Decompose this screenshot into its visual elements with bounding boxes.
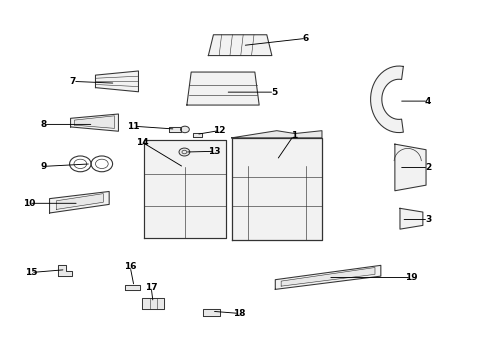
Text: 8: 8 <box>41 120 47 129</box>
Polygon shape <box>58 265 72 276</box>
Polygon shape <box>203 309 220 316</box>
Text: 17: 17 <box>145 283 157 292</box>
Text: 4: 4 <box>425 96 431 105</box>
Text: 7: 7 <box>70 77 76 86</box>
Polygon shape <box>370 66 403 132</box>
Text: 3: 3 <box>425 215 431 224</box>
Text: 13: 13 <box>208 147 221 156</box>
Text: 15: 15 <box>24 268 37 277</box>
Polygon shape <box>143 298 164 309</box>
Polygon shape <box>187 72 259 105</box>
Circle shape <box>180 126 189 133</box>
Text: 6: 6 <box>303 34 309 43</box>
Polygon shape <box>56 194 103 210</box>
Polygon shape <box>145 140 226 238</box>
Polygon shape <box>71 114 119 131</box>
Polygon shape <box>208 35 272 55</box>
Text: 5: 5 <box>271 87 277 96</box>
Polygon shape <box>125 285 140 291</box>
Polygon shape <box>169 127 181 132</box>
Text: 12: 12 <box>213 126 226 135</box>
Polygon shape <box>232 131 322 138</box>
Polygon shape <box>232 138 322 240</box>
Polygon shape <box>74 116 115 129</box>
Polygon shape <box>49 192 109 213</box>
Text: 2: 2 <box>425 163 431 172</box>
Polygon shape <box>96 71 139 92</box>
Text: 9: 9 <box>41 162 47 171</box>
Text: 11: 11 <box>127 122 140 131</box>
Polygon shape <box>193 133 201 136</box>
Polygon shape <box>275 265 381 289</box>
Circle shape <box>179 148 190 156</box>
Text: 18: 18 <box>233 309 245 318</box>
Polygon shape <box>400 208 423 229</box>
Text: 10: 10 <box>23 199 35 208</box>
Polygon shape <box>395 144 426 191</box>
Text: 19: 19 <box>405 273 417 282</box>
Text: 16: 16 <box>124 262 136 271</box>
Text: 1: 1 <box>291 131 297 140</box>
Text: 14: 14 <box>136 138 148 147</box>
Polygon shape <box>281 267 375 286</box>
